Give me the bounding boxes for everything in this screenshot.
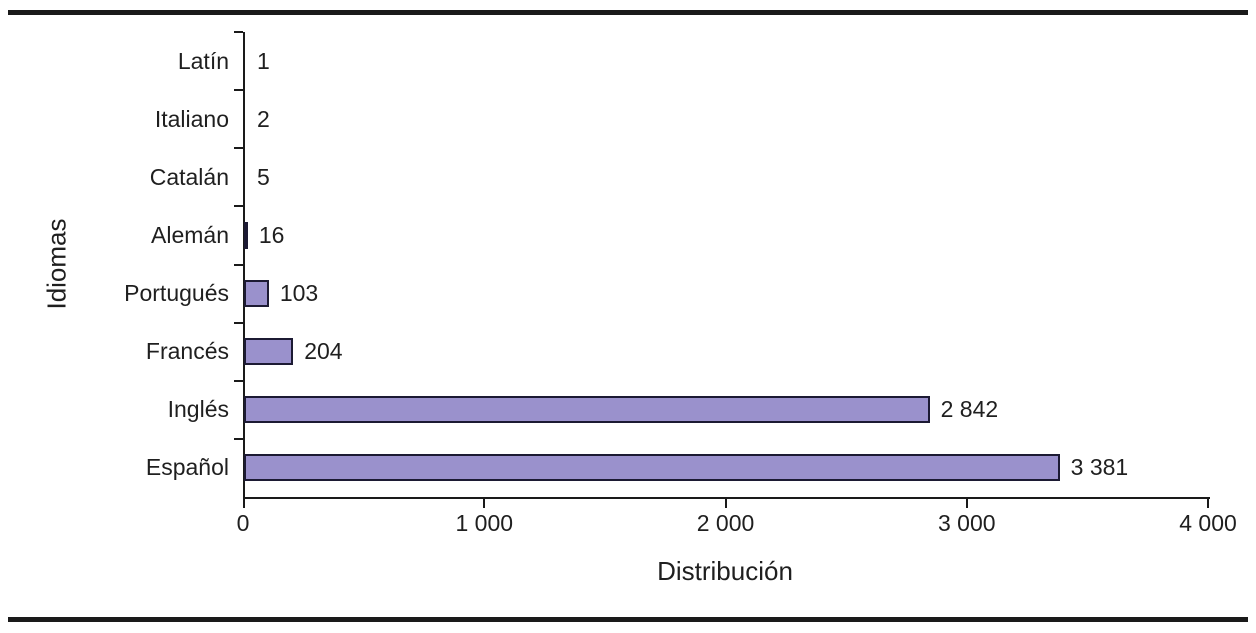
y-axis-tick <box>234 147 243 150</box>
y-axis-tick <box>234 205 243 208</box>
category-label: Catalán <box>149 163 229 190</box>
x-tick-label: 0 <box>236 510 250 536</box>
y-axis-tick <box>234 437 243 440</box>
value-label: 2 842 <box>940 396 999 423</box>
x-axis-tick <box>243 499 245 508</box>
category-label: Alemán <box>151 221 229 248</box>
value-label: 16 <box>258 221 285 248</box>
y-axis-tick <box>234 263 243 266</box>
x-tick-label: 3 000 <box>937 510 996 536</box>
value-label: 1 <box>257 47 270 74</box>
value-label: 2 <box>257 105 270 132</box>
category-label: Latín <box>177 47 229 74</box>
x-axis-tick <box>724 499 727 508</box>
x-axis-tick <box>1207 499 1209 508</box>
bottom-rule <box>8 617 1248 622</box>
y-axis-tick <box>234 31 243 33</box>
bar <box>244 396 930 424</box>
value-label: 3 381 <box>1070 454 1129 481</box>
x-tick-label: 1 000 <box>455 510 514 536</box>
category-label: Inglés <box>167 396 229 423</box>
value-label: 204 <box>304 338 343 365</box>
y-axis-tick <box>234 379 243 382</box>
x-axis-tick <box>965 499 968 508</box>
bar <box>244 338 294 366</box>
category-label: Italiano <box>154 105 229 132</box>
x-tick-label: 4 000 <box>1179 510 1237 536</box>
top-rule <box>8 10 1248 15</box>
y-axis-tick <box>234 321 243 324</box>
category-label: Portugués <box>124 280 229 307</box>
bar <box>244 454 1060 482</box>
value-label: 103 <box>279 280 319 307</box>
x-axis-tick <box>483 499 486 508</box>
value-label: 5 <box>257 163 270 190</box>
category-label: Español <box>145 454 229 481</box>
x-axis-title: Distribución <box>657 556 793 586</box>
category-label: Francés <box>145 338 229 365</box>
bar <box>244 221 248 249</box>
y-axis-tick <box>234 89 243 92</box>
bar <box>244 280 269 308</box>
plot-area <box>243 32 1210 499</box>
x-tick-label: 2 000 <box>696 510 755 536</box>
